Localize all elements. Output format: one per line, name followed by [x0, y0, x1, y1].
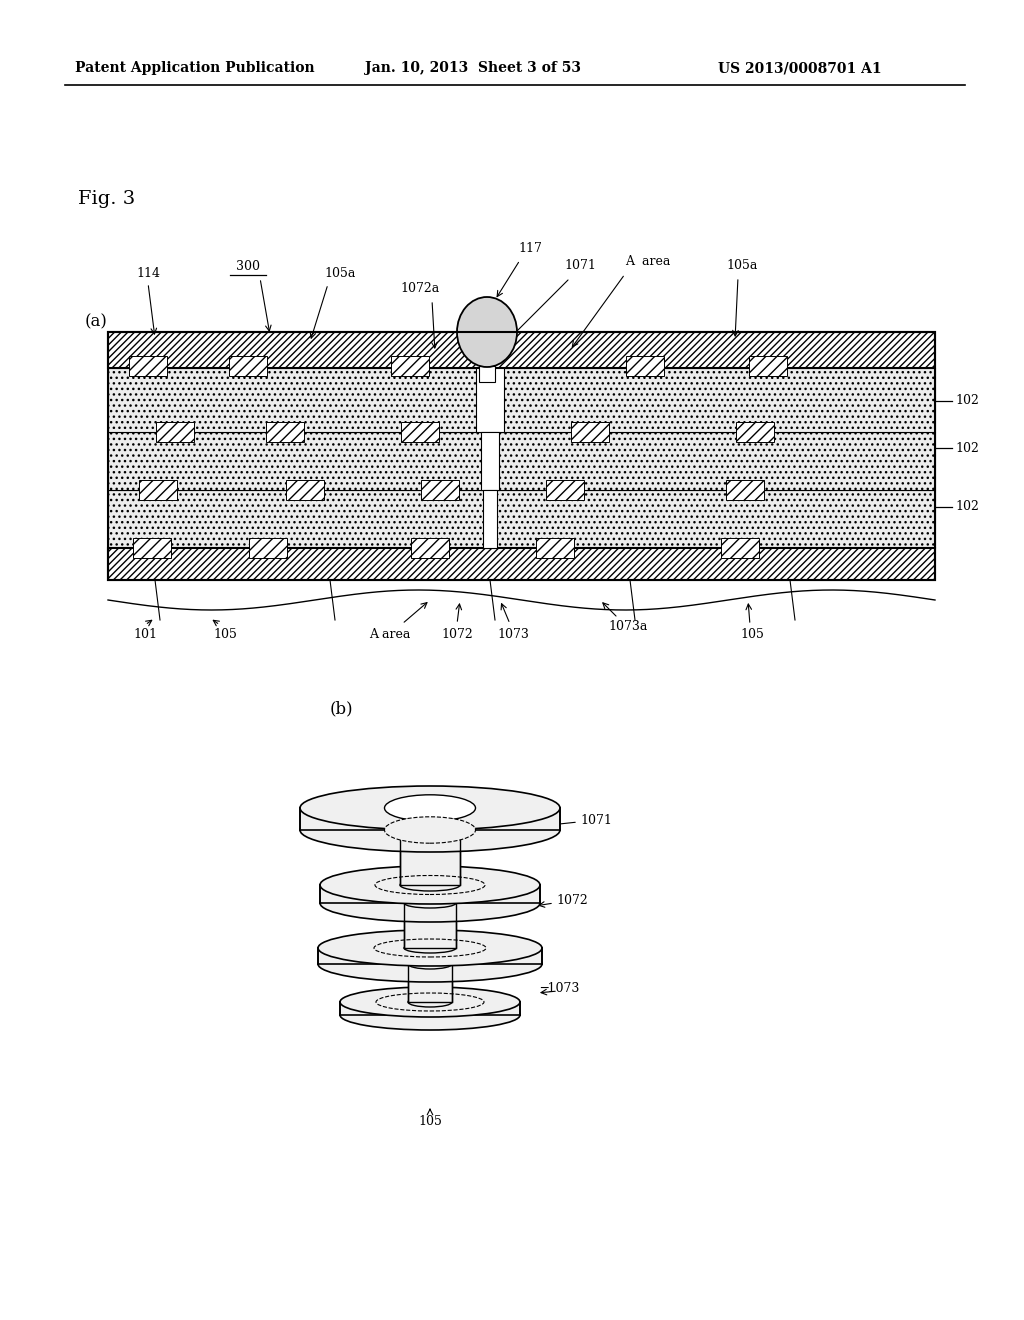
Ellipse shape — [318, 931, 542, 966]
Text: (b): (b) — [330, 700, 353, 717]
Text: 102: 102 — [955, 500, 979, 513]
Text: 300: 300 — [236, 260, 260, 273]
Text: 102: 102 — [955, 441, 979, 454]
Ellipse shape — [408, 997, 452, 1007]
Bar — [546, 480, 584, 500]
Bar — [626, 356, 664, 376]
Text: 1072a: 1072a — [400, 282, 439, 294]
Bar — [411, 539, 449, 558]
Text: (a): (a) — [85, 313, 108, 330]
Ellipse shape — [340, 1001, 520, 1030]
Bar — [108, 432, 935, 490]
Text: Fig. 3: Fig. 3 — [78, 190, 135, 209]
Ellipse shape — [408, 960, 452, 969]
Bar — [318, 948, 542, 964]
Bar — [408, 964, 452, 1002]
Bar — [133, 539, 171, 558]
Text: 1072: 1072 — [441, 628, 473, 642]
Bar — [319, 884, 540, 903]
Bar — [156, 422, 194, 442]
Bar — [726, 480, 764, 500]
Text: Jan. 10, 2013  Sheet 3 of 53: Jan. 10, 2013 Sheet 3 of 53 — [365, 61, 581, 75]
Bar — [400, 830, 460, 884]
Bar — [229, 356, 267, 376]
Bar — [108, 333, 935, 368]
Text: 114: 114 — [136, 267, 160, 280]
Text: 1071: 1071 — [564, 259, 596, 272]
Ellipse shape — [340, 987, 520, 1016]
Bar — [571, 422, 609, 442]
Ellipse shape — [319, 866, 540, 904]
Bar — [108, 490, 935, 548]
Text: 102: 102 — [955, 395, 979, 408]
Bar — [108, 368, 935, 432]
Bar — [404, 903, 456, 948]
Ellipse shape — [400, 879, 460, 891]
Text: Patent Application Publication: Patent Application Publication — [75, 61, 314, 75]
Text: 117: 117 — [518, 242, 542, 255]
Bar — [421, 480, 459, 500]
Text: 1072: 1072 — [556, 894, 588, 907]
Text: 105a: 105a — [325, 267, 355, 280]
Bar — [139, 480, 177, 500]
Bar — [749, 356, 787, 376]
Bar — [721, 539, 759, 558]
Bar — [479, 366, 495, 381]
Text: 1073a: 1073a — [608, 620, 648, 634]
Bar — [536, 539, 574, 558]
Bar — [249, 539, 287, 558]
Ellipse shape — [384, 795, 475, 821]
Ellipse shape — [300, 785, 560, 830]
Bar — [476, 368, 504, 432]
Bar — [481, 432, 499, 490]
Text: 105: 105 — [740, 628, 764, 642]
Ellipse shape — [400, 824, 460, 836]
Bar — [300, 808, 560, 830]
Text: US 2013/0008701 A1: US 2013/0008701 A1 — [718, 61, 882, 75]
Text: A area: A area — [370, 628, 411, 642]
Bar — [266, 422, 304, 442]
Bar — [483, 490, 497, 548]
Bar — [391, 356, 429, 376]
Ellipse shape — [404, 942, 456, 953]
Ellipse shape — [404, 898, 456, 908]
Text: 1073: 1073 — [497, 628, 529, 642]
Text: 105a: 105a — [726, 259, 758, 272]
Text: ─1073: ─1073 — [540, 982, 580, 994]
Ellipse shape — [300, 808, 560, 851]
Ellipse shape — [319, 884, 540, 921]
Bar — [401, 422, 439, 442]
Ellipse shape — [384, 817, 475, 843]
Bar — [736, 422, 774, 442]
Bar — [129, 356, 167, 376]
Bar — [108, 548, 935, 579]
Text: 101: 101 — [133, 628, 157, 642]
Bar — [340, 1002, 520, 1015]
Text: 105: 105 — [213, 628, 237, 642]
Text: 1071: 1071 — [580, 813, 612, 826]
Ellipse shape — [457, 297, 517, 367]
Text: 105: 105 — [418, 1115, 442, 1129]
Ellipse shape — [318, 946, 542, 982]
Bar — [286, 480, 324, 500]
Bar — [108, 333, 935, 579]
Text: A  area: A area — [626, 255, 671, 268]
